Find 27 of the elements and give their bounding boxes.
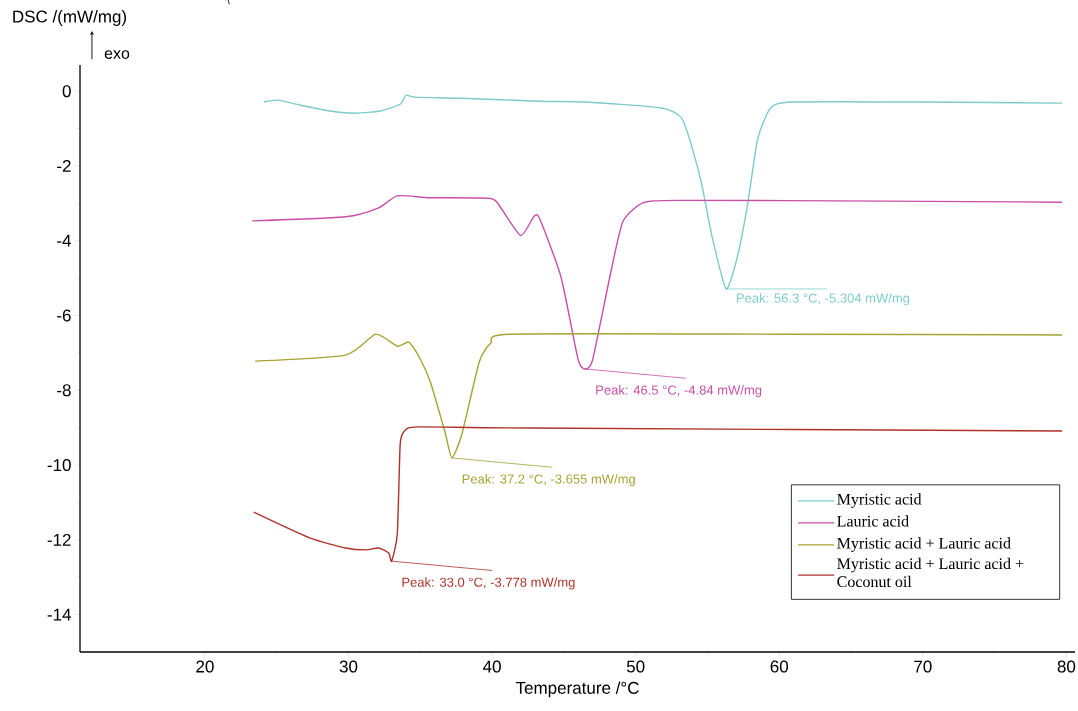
line-series [263, 94, 1063, 290]
y-tick-label: 0 [62, 85, 71, 98]
y-tick-label: -6 [57, 309, 71, 322]
y-axis-title: DSC /(mW/mg) [13, 10, 127, 26]
y-tick-label: -14 [47, 608, 71, 621]
y-tick-label: -12 [47, 533, 71, 546]
x-tick-label: 20 [196, 660, 214, 673]
x-tick-label: 70 [914, 660, 932, 673]
x-tick-label: 80 [1057, 660, 1076, 673]
x-axis-title: Temperature /°C [515, 681, 639, 698]
y-tick-label: -2 [57, 160, 71, 172]
annotation: Peak: 46.5 °C, -4.84 mW/mg [596, 385, 762, 398]
y-tick-label: -8 [57, 384, 71, 397]
annotation: Peak: 56.3 °C, -5.304 mW/mg [736, 293, 910, 306]
annotation: Peak: 37.2 °C, -3.655 mW/mg [462, 474, 635, 487]
y-tick-label: -4 [57, 234, 71, 247]
legend-label: Lauric acid [837, 515, 909, 527]
y-tick-label: -10 [47, 459, 71, 472]
x-tick-label: 60 [770, 660, 789, 673]
x-tick-label: 30 [339, 660, 358, 673]
legend-label: Myristic acid [837, 493, 922, 508]
text: exo [104, 50, 130, 59]
x-tick-label: 50 [626, 660, 645, 673]
legend-label: Myristic acid + Lauric acid + Coconut oil [837, 557, 1024, 588]
legend-label: Myristic acid + Lauric acid [837, 537, 1011, 552]
x-tick-label: 40 [483, 660, 501, 673]
annotation: Peak: 33.0 °C, -3.778 mW/mg [402, 577, 575, 590]
